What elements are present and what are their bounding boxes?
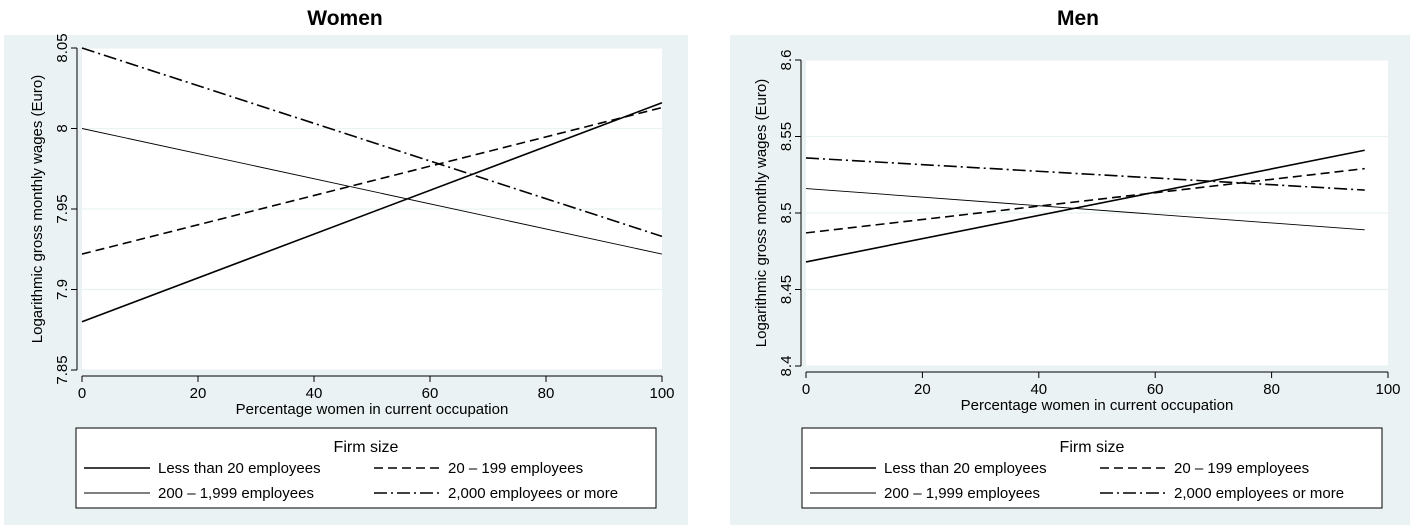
legend-title: Firm size	[334, 439, 399, 456]
y-tick-label: 8	[54, 124, 71, 132]
y-tick-label: 8.05	[54, 33, 71, 62]
chart-title: Men	[1057, 7, 1099, 30]
x-tick-label: 60	[1147, 381, 1164, 398]
legend-label: 200 – 1,999 employees	[884, 485, 1040, 502]
series-line-dashdot	[81, 47, 663, 238]
y-tick-label: 7.9	[54, 279, 71, 300]
x-tick-label: 0	[802, 381, 810, 398]
x-tick-label: 40	[1030, 381, 1047, 398]
legend: Firm size Less than 20 employees 20 – 199 …	[801, 427, 1383, 509]
legend-label: 2,000 employees or more	[448, 485, 618, 502]
x-tick-label: 40	[306, 385, 323, 402]
chart-panel-women: Women 7.85 7.9 7.95 8 8.05 0 20 40 60 80 100 Percent…	[4, 7, 688, 525]
y-axis-label: Logarithmic gross monthly wages (Euro)	[753, 79, 770, 347]
x-tick-label: 80	[1263, 381, 1280, 398]
chart-title: Women	[307, 7, 382, 30]
y-tick-label: 8.55	[778, 122, 795, 151]
x-tick-label: 0	[78, 385, 86, 402]
legend-title: Firm size	[1060, 439, 1125, 456]
y-tick-label: 8.6	[778, 50, 795, 71]
series-line-solid	[805, 149, 1365, 263]
legend-label: 2,000 employees or more	[1174, 485, 1344, 502]
legend-label: 20 – 199 employees	[448, 460, 583, 477]
legend-box	[801, 427, 1383, 509]
x-axis-label: Percentage women in current occupation	[961, 397, 1234, 414]
legend-label: 200 – 1,999 employees	[158, 485, 314, 502]
x-tick-label: 20	[190, 385, 207, 402]
x-tick-label: 100	[649, 385, 674, 402]
legend-label: 20 – 199 employees	[1174, 460, 1309, 477]
y-tick-label: 7.85	[54, 355, 71, 384]
x-axis-label: Percentage women in current occupation	[236, 401, 509, 418]
x-tick-label: 20	[914, 381, 931, 398]
series-line-dashdot	[805, 157, 1365, 191]
legend: Firm size Less than 20 employees 20 – 199 …	[75, 427, 657, 509]
y-axis-label: Logarithmic gross monthly wages (Euro)	[29, 75, 46, 343]
y-tick-label: 8.45	[778, 275, 795, 304]
series-line-thin	[805, 188, 1365, 231]
series-line-dashed	[805, 167, 1365, 234]
y-tick-label: 8.5	[778, 203, 795, 224]
legend-box	[75, 427, 657, 509]
x-tick-label: 80	[538, 385, 555, 402]
chart-panel-men: Men 8.4 8.45 8.5 8.55 8.6 0 20 40 60 80 100 Percenta…	[730, 7, 1410, 525]
legend-label: Less than 20 employees	[158, 460, 321, 477]
x-tick-label: 60	[422, 385, 439, 402]
legend-label: Less than 20 employees	[884, 460, 1047, 477]
y-tick-label: 7.95	[54, 194, 71, 223]
x-tick-label: 100	[1375, 381, 1400, 398]
y-tick-label: 8.4	[778, 356, 795, 377]
series-line-solid	[81, 101, 663, 323]
series-line-dashed	[81, 106, 663, 255]
series-line-thin	[81, 128, 663, 255]
